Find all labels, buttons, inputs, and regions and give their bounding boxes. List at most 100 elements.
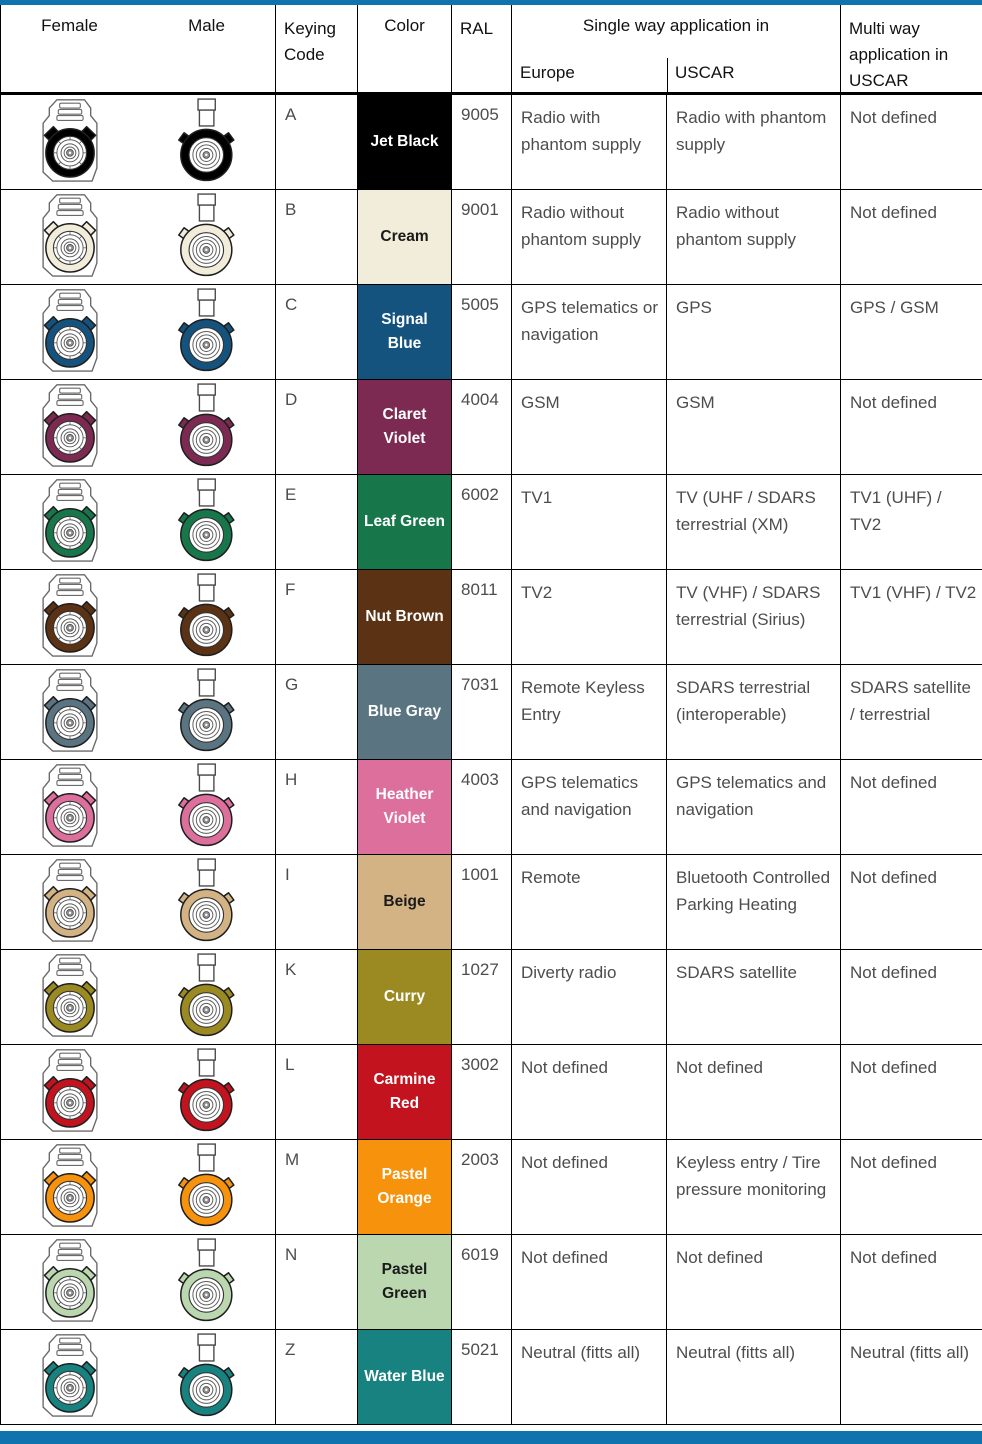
- uscar-application: Not defined: [667, 1045, 841, 1139]
- table-row: L Carmine Red 3002 Not defined Not defin…: [1, 1045, 982, 1140]
- female-connector-icon: [41, 98, 98, 182]
- male-connector-icon: [177, 382, 235, 466]
- female-connector-icon: [41, 668, 98, 752]
- table-row: G Blue Gray 7031 Remote Keyless Entry SD…: [1, 665, 982, 760]
- color-name: Beige: [383, 893, 426, 910]
- ral-number: 6002: [452, 475, 512, 569]
- color-name: Heather Violet: [375, 786, 434, 827]
- top-accent-bar: [0, 0, 982, 5]
- male-connector-illustration: [138, 1235, 276, 1329]
- color-swatch: Pastel Green: [358, 1235, 452, 1329]
- keying-code: A: [276, 95, 358, 189]
- ral-number: 4003: [452, 760, 512, 854]
- uscar-application: TV (UHF / SDARS terrestrial (XM): [667, 475, 841, 569]
- table-row: I Beige 1001 Remote Bluetooth Controlled…: [1, 855, 982, 950]
- color-name: Blue Gray: [367, 703, 442, 720]
- europe-application: Not defined: [512, 1140, 667, 1234]
- ral-number: 4004: [452, 380, 512, 474]
- header-single-way-title: Single way application in: [582, 16, 770, 35]
- table-row: F Nut Brown 8011 TV2 TV (VHF) / SDARS te…: [1, 570, 982, 665]
- male-connector-icon: [177, 97, 235, 181]
- ral-number: 8011: [452, 570, 512, 664]
- male-connector-illustration: [138, 1140, 276, 1234]
- uscar-application: Not defined: [667, 1235, 841, 1329]
- header-keying-code: Keying Code: [276, 5, 358, 92]
- female-connector-icon: [41, 763, 98, 847]
- color-name: Signal Blue: [381, 311, 428, 352]
- keying-code: E: [276, 475, 358, 569]
- keying-code: M: [276, 1140, 358, 1234]
- uscar-application: Radio with phantom supply: [667, 95, 841, 189]
- multiway-application: TV1 (VHF) / TV2: [850, 583, 977, 602]
- header-color: Color: [358, 5, 452, 92]
- male-connector-icon: [177, 287, 235, 371]
- europe-application: Neutral (fitts all): [512, 1330, 667, 1424]
- europe-application: TV1: [512, 475, 667, 569]
- uscar-application: SDARS terrestrial (interoperable): [667, 665, 841, 759]
- color-swatch: Curry: [358, 950, 452, 1044]
- male-connector-illustration: [138, 570, 276, 664]
- female-connector-illustration: [1, 950, 138, 1044]
- multiway-application: SDARS satellite / terrestrial: [850, 678, 971, 724]
- color-swatch: Water Blue: [358, 1330, 452, 1424]
- keying-code: N: [276, 1235, 358, 1329]
- ral-number: 1001: [452, 855, 512, 949]
- keying-code: K: [276, 950, 358, 1044]
- keying-code: I: [276, 855, 358, 949]
- keying-code: C: [276, 285, 358, 379]
- europe-application: GSM: [512, 380, 667, 474]
- header-uscar: USCAR: [675, 63, 735, 82]
- male-connector-illustration: [138, 950, 276, 1044]
- europe-application: Radio with phantom supply: [512, 95, 667, 189]
- europe-application: GPS telematics and navigation: [512, 760, 667, 854]
- europe-application: GPS telematics or navigation: [512, 285, 667, 379]
- table-row: H Heather Violet 4003 GPS telematics and…: [1, 760, 982, 855]
- header-male: Male: [138, 5, 276, 92]
- uscar-application: TV (VHF) / SDARS terrestrial (Sirius): [667, 570, 841, 664]
- male-connector-icon: [177, 667, 235, 751]
- color-swatch: Beige: [358, 855, 452, 949]
- table-row: A Jet Black 9005 Radio with phantom supp…: [1, 95, 982, 190]
- color-swatch: Nut Brown: [358, 570, 452, 664]
- header-ral: RAL: [452, 5, 512, 92]
- female-connector-icon: [41, 953, 98, 1037]
- header-multi-way: Multi way application in USCAR: [849, 19, 949, 90]
- color-swatch: Cream: [358, 190, 452, 284]
- multiway-application: Not defined: [850, 1058, 937, 1077]
- ral-number: 5021: [452, 1330, 512, 1424]
- multiway-application: Not defined: [850, 108, 937, 127]
- color-name: Claret Violet: [382, 406, 427, 447]
- header-single-way-group: Single way application in Europe USCAR: [512, 5, 841, 92]
- color-swatch: Signal Blue: [358, 285, 452, 379]
- table-row: Z Water Blue 5021 Neutral (fitts all) Ne…: [1, 1330, 982, 1425]
- female-connector-illustration: [1, 1140, 138, 1234]
- uscar-application: Keyless entry / Tire pressure monitoring: [667, 1140, 841, 1234]
- table-row: K Curry 1027 Diverty radio SDARS satelli…: [1, 950, 982, 1045]
- keying-code: L: [276, 1045, 358, 1139]
- female-connector-icon: [41, 1143, 98, 1227]
- color-name: Jet Black: [370, 133, 439, 150]
- keying-code: B: [276, 190, 358, 284]
- color-name: Pastel Orange: [377, 1166, 432, 1207]
- color-name: Cream: [380, 228, 429, 245]
- multiway-application: Not defined: [850, 773, 937, 792]
- ral-number: 5005: [452, 285, 512, 379]
- uscar-application: GPS: [667, 285, 841, 379]
- female-connector-icon: [41, 288, 98, 372]
- male-connector-illustration: [138, 760, 276, 854]
- keying-code: H: [276, 760, 358, 854]
- table-row: M Pastel Orange 2003 Not defined Keyless…: [1, 1140, 982, 1235]
- male-connector-icon: [177, 952, 235, 1036]
- female-connector-illustration: [1, 190, 138, 284]
- color-name: Pastel Green: [381, 1261, 428, 1302]
- table-row: D Claret Violet 4004 GSM GSM Not defined: [1, 380, 982, 475]
- male-connector-icon: [177, 192, 235, 276]
- uscar-application: Radio without phantom supply: [667, 190, 841, 284]
- female-connector-illustration: [1, 760, 138, 854]
- female-connector-icon: [41, 1238, 98, 1322]
- table-row: E Leaf Green 6002 TV1 TV (UHF / SDARS te…: [1, 475, 982, 570]
- female-connector-illustration: [1, 665, 138, 759]
- male-connector-illustration: [138, 380, 276, 474]
- male-connector-icon: [177, 477, 235, 561]
- female-connector-illustration: [1, 1235, 138, 1329]
